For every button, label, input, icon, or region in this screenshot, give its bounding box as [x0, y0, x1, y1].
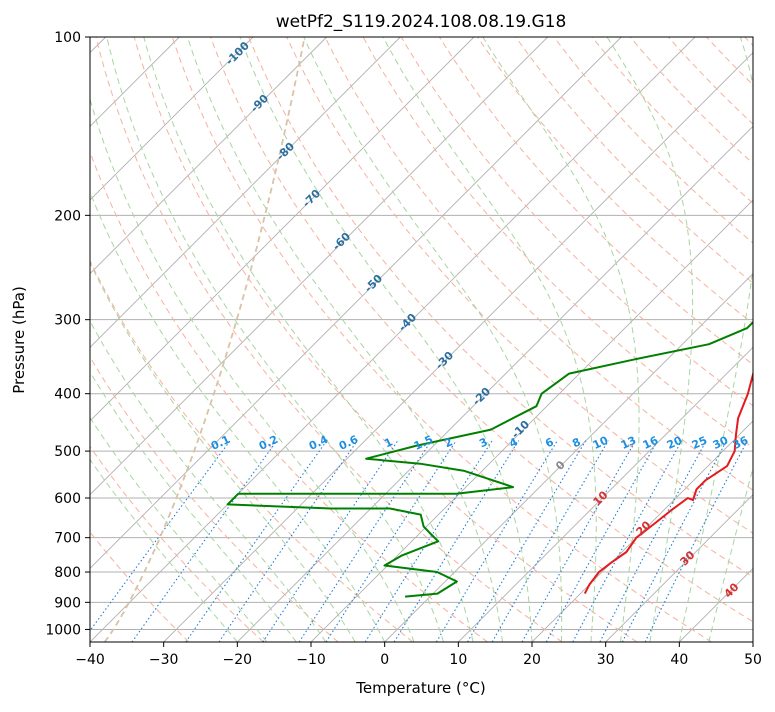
- moist-adiabat-label: 10: [591, 488, 611, 508]
- mixing-ratio-line: [82, 441, 231, 642]
- dry-adiabat-label: -70: [300, 187, 323, 210]
- y-tick-label: 1000: [45, 622, 81, 638]
- mixing-ratio-label: 10: [591, 434, 611, 452]
- isotherm: [90, 37, 695, 642]
- mixing-ratio-label: 6: [543, 435, 556, 450]
- dry-adiabat: [516, 37, 775, 642]
- isotherm: [16, 37, 621, 642]
- mixing-ratio-label: 25: [690, 434, 709, 452]
- x-tick-label: −30: [149, 652, 179, 668]
- mixing-ratio-label: 0.1: [209, 433, 232, 453]
- moist-adiabat: [607, 37, 693, 642]
- dry-adiabat: [554, 37, 775, 642]
- mixing-ratio-label: 0.6: [337, 433, 360, 453]
- isotherm: [0, 37, 474, 642]
- mixing-ratio-label: 1.5: [412, 433, 435, 453]
- chart-title: wetPf2_S119.2024.108.08.19.G18: [276, 12, 567, 32]
- mixing-ratio-label: 13: [619, 434, 638, 452]
- moist-adiabat: [240, 37, 532, 642]
- mixing-ratio-label: 0.2: [257, 433, 280, 453]
- moist-adiabat: [304, 37, 562, 642]
- y-tick-label: 300: [54, 313, 81, 329]
- mixing-ratio-label: 30: [711, 434, 731, 452]
- dry-adiabat: [592, 37, 775, 642]
- isotherm: [753, 37, 775, 642]
- x-axis-label: Temperature (°C): [355, 679, 485, 697]
- ice-saturation-line: [105, 37, 305, 642]
- mixing-ratio-line: [186, 441, 327, 642]
- y-tick-label: 900: [54, 595, 81, 611]
- isotherm: [385, 37, 775, 642]
- isotherm: [0, 37, 253, 642]
- dry-adiabat: [0, 37, 189, 642]
- dry-adiabat: [0, 37, 338, 642]
- moist-adiabat: [0, 37, 237, 642]
- dry-adiabat-label: -60: [330, 230, 353, 253]
- mixing-ratio-line: [132, 441, 277, 642]
- moist-adiabat: [22, 37, 355, 642]
- dry-adiabat: [20, 37, 413, 642]
- moist-adiabat: [188, 37, 503, 642]
- y-tick-label: 200: [54, 208, 81, 224]
- isotherm: [311, 37, 775, 642]
- x-tick-label: 10: [449, 652, 467, 668]
- dry-adiabat-label: -20: [470, 385, 493, 408]
- x-tick-label: 40: [670, 652, 688, 668]
- x-tick-label: −10: [296, 652, 326, 668]
- mixing-ratio-label: 0.4: [307, 433, 330, 453]
- x-tick-label: 50: [744, 652, 762, 668]
- thermo-background: [0, 37, 775, 642]
- y-tick-label: 600: [54, 491, 81, 507]
- dry-adiabat-label: -50: [362, 272, 385, 295]
- moist-adiabat-label: 30: [678, 548, 698, 568]
- isotherm: [679, 37, 775, 642]
- isotherm: [237, 37, 775, 642]
- x-tick-label: 0: [380, 652, 389, 668]
- isotherm: [0, 37, 548, 642]
- moist-adiabat: [144, 37, 473, 642]
- isotherm: [164, 37, 769, 642]
- mixing-ratio-line: [645, 441, 747, 642]
- y-tick-label: 400: [54, 387, 81, 403]
- dry-adiabat-label: -100: [223, 39, 252, 68]
- x-tick-label: −40: [75, 652, 105, 668]
- mixing-ratio-label: 36: [731, 434, 751, 452]
- y-axis-label: Pressure (hPa): [10, 286, 28, 394]
- mixing-ratio-line: [492, 441, 608, 642]
- dry-adiabat-label: -40: [396, 311, 419, 334]
- x-tick-label: 30: [597, 652, 615, 668]
- pressure-gridlines: [90, 37, 753, 629]
- mixing-ratio-line: [365, 441, 492, 642]
- mixing-ratio-label: 16: [641, 434, 661, 452]
- y-tick-label: 800: [54, 565, 81, 581]
- mixing-ratio-line: [600, 441, 706, 642]
- dry-adiabat: [58, 37, 488, 642]
- y-tick-label: 100: [54, 30, 81, 46]
- isotherm: [458, 37, 775, 642]
- isotherm: [0, 37, 400, 642]
- dry-adiabat: [134, 37, 637, 642]
- x-tick-label: −20: [223, 652, 253, 668]
- moist-adiabat-label: 40: [722, 580, 742, 600]
- isotherm: [0, 37, 327, 642]
- dry-adiabat: [745, 37, 775, 642]
- x-tick-label: 20: [523, 652, 541, 668]
- y-tick-label: 500: [54, 444, 81, 460]
- y-tick-label: 700: [54, 531, 81, 547]
- dry-adiabat: [707, 37, 775, 642]
- dry-adiabat: [0, 37, 264, 642]
- mixing-ratio-line: [394, 441, 519, 642]
- plot-frame: [90, 37, 753, 642]
